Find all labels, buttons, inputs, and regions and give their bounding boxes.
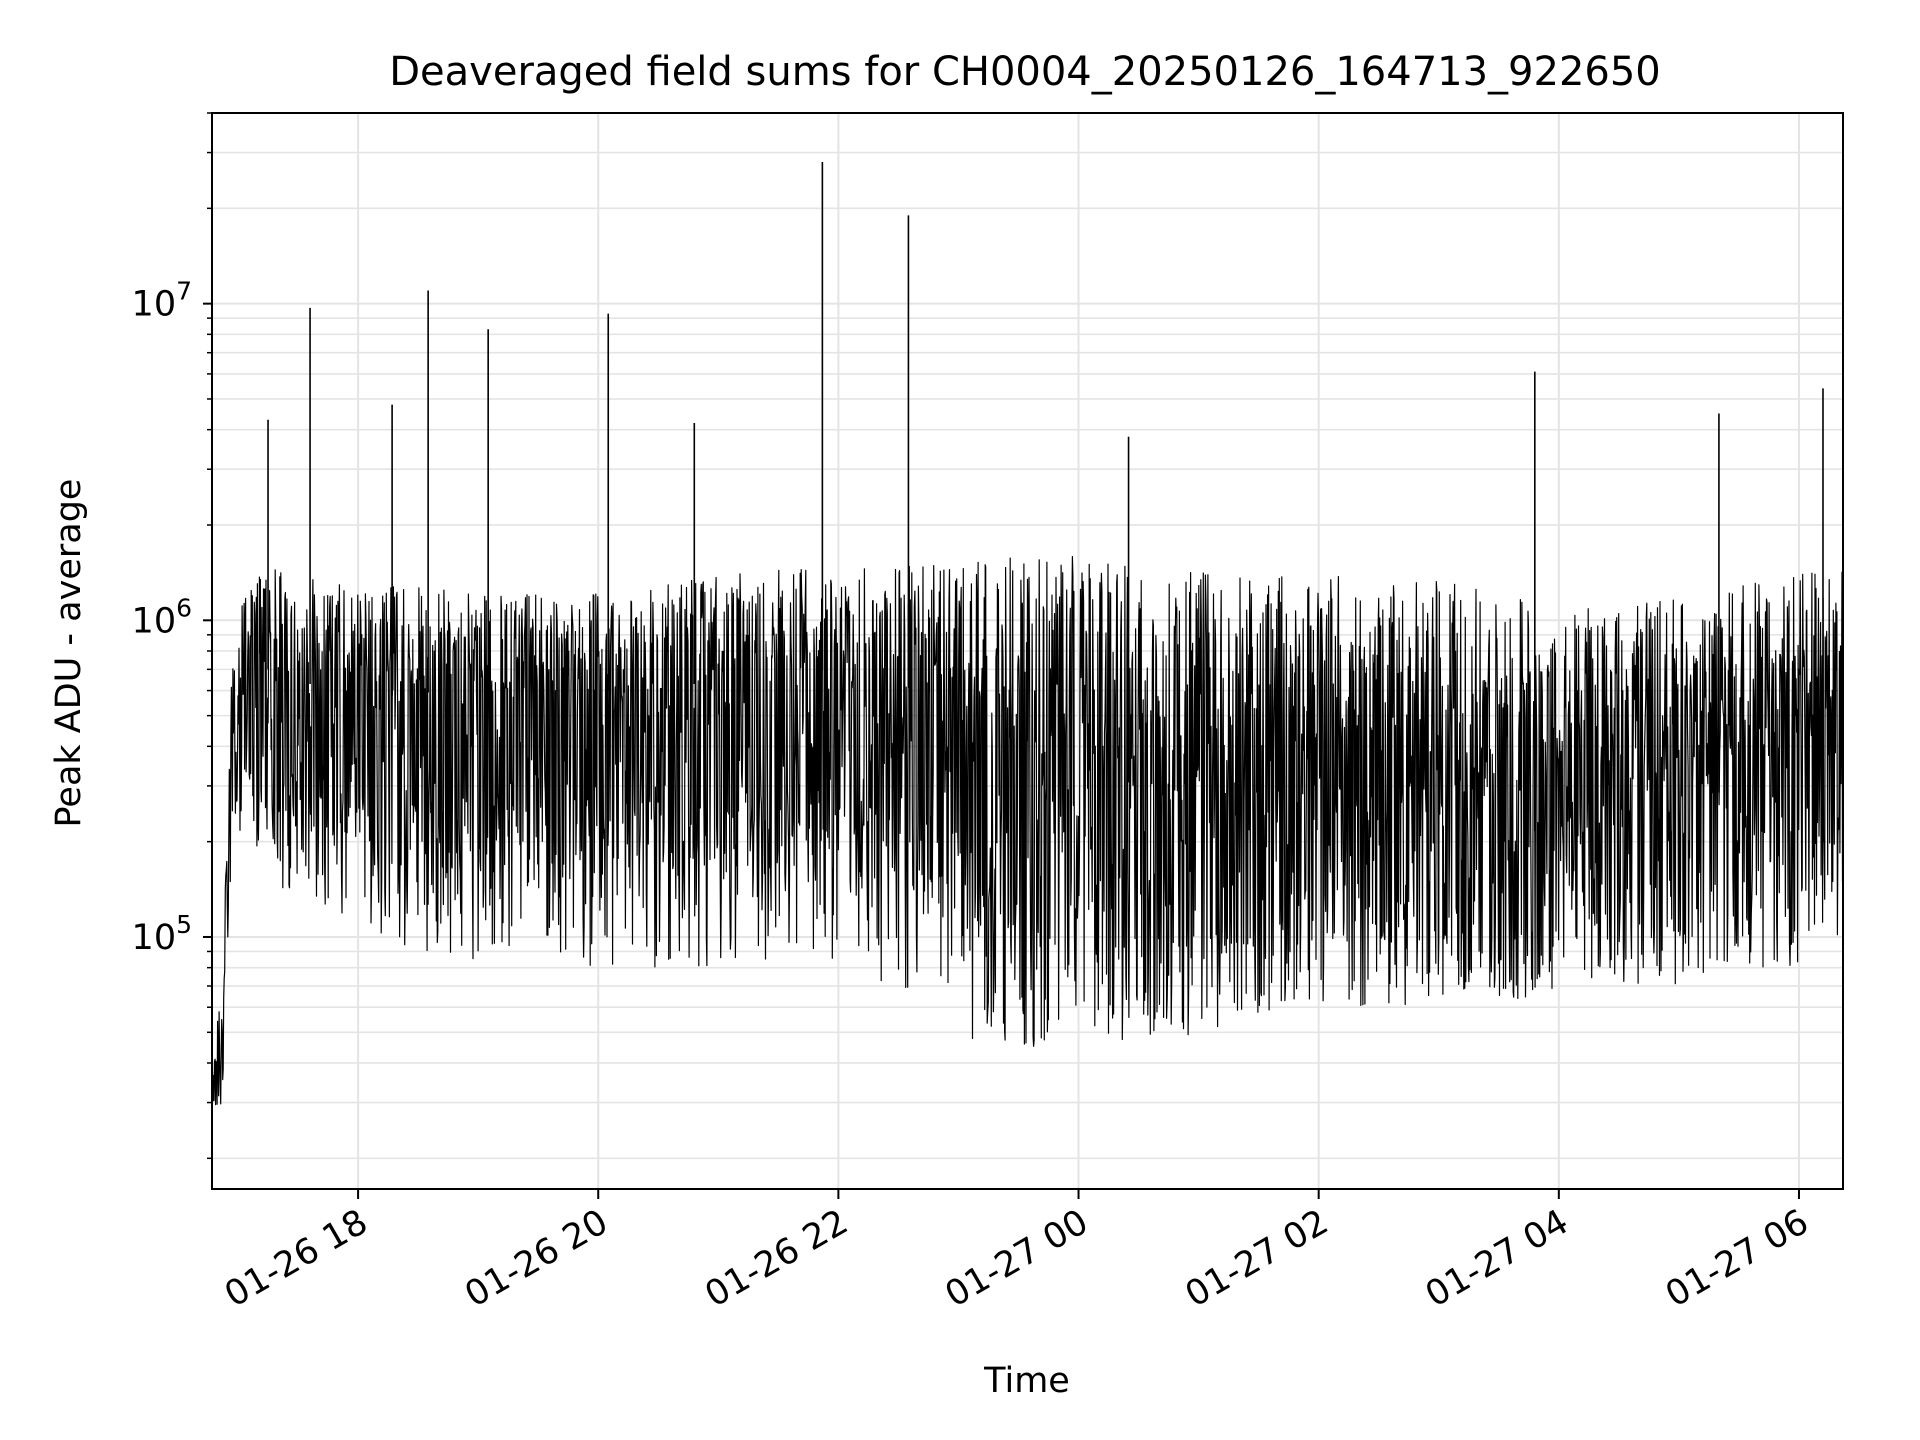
y-tick-label: 106 (132, 593, 192, 641)
x-axis-label: Time (983, 1361, 1070, 1401)
y-axis-label: Peak ADU - average (49, 479, 89, 828)
y-tick-label: 105 (132, 910, 192, 958)
series-line (211, 556, 1844, 1106)
y-tick-label: 107 (132, 277, 192, 325)
series-group (211, 162, 1844, 1106)
chart-title: Deaveraged field sums for CH0004_2025012… (389, 49, 1661, 95)
y-axis: 105 106 107 (132, 112, 212, 1160)
